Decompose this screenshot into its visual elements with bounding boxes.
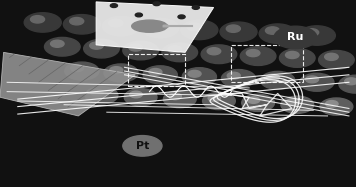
Circle shape — [247, 97, 260, 103]
Circle shape — [182, 68, 216, 86]
Circle shape — [70, 65, 84, 72]
Polygon shape — [96, 2, 214, 52]
Circle shape — [103, 16, 140, 36]
Circle shape — [153, 2, 160, 6]
Circle shape — [242, 94, 274, 111]
Circle shape — [129, 44, 142, 51]
Circle shape — [31, 16, 44, 23]
Circle shape — [298, 26, 335, 45]
Circle shape — [148, 21, 162, 29]
Circle shape — [85, 87, 118, 104]
Circle shape — [143, 66, 177, 84]
Circle shape — [181, 20, 218, 40]
Circle shape — [220, 22, 257, 42]
Circle shape — [123, 136, 162, 156]
Circle shape — [84, 39, 119, 58]
Circle shape — [266, 27, 279, 34]
Circle shape — [65, 62, 99, 80]
Circle shape — [339, 75, 356, 93]
Circle shape — [91, 89, 103, 96]
Circle shape — [305, 29, 319, 36]
Circle shape — [24, 13, 61, 32]
Circle shape — [124, 89, 157, 106]
Circle shape — [201, 45, 237, 64]
Circle shape — [287, 99, 299, 105]
Circle shape — [135, 13, 142, 17]
Circle shape — [279, 49, 315, 67]
Circle shape — [178, 15, 185, 19]
Circle shape — [240, 47, 276, 65]
Circle shape — [281, 96, 314, 113]
Circle shape — [207, 48, 221, 55]
Circle shape — [192, 6, 199, 9]
Circle shape — [300, 73, 334, 91]
Circle shape — [345, 78, 356, 85]
Text: Ru: Ru — [287, 32, 304, 42]
Circle shape — [261, 71, 295, 89]
Circle shape — [188, 70, 201, 77]
Circle shape — [110, 67, 123, 73]
Circle shape — [226, 25, 240, 32]
Circle shape — [162, 43, 198, 62]
Circle shape — [187, 23, 201, 30]
Circle shape — [319, 50, 354, 69]
Circle shape — [51, 40, 64, 47]
Circle shape — [320, 98, 353, 115]
Circle shape — [274, 26, 317, 49]
Circle shape — [104, 64, 138, 82]
Bar — [231, 45, 303, 82]
Circle shape — [208, 95, 221, 102]
Ellipse shape — [132, 20, 167, 32]
Circle shape — [168, 46, 182, 53]
Circle shape — [163, 25, 168, 28]
Circle shape — [44, 37, 80, 56]
Circle shape — [109, 19, 123, 27]
Circle shape — [90, 42, 103, 49]
Circle shape — [110, 4, 117, 7]
Circle shape — [227, 72, 240, 79]
Circle shape — [286, 51, 299, 59]
Circle shape — [142, 18, 179, 38]
Circle shape — [123, 41, 158, 60]
Polygon shape — [0, 52, 135, 116]
Circle shape — [305, 76, 319, 83]
Circle shape — [70, 18, 84, 25]
Text: Pt: Pt — [136, 141, 149, 151]
Circle shape — [325, 53, 338, 60]
Circle shape — [169, 93, 182, 100]
Circle shape — [259, 24, 296, 43]
Circle shape — [326, 101, 338, 107]
Circle shape — [203, 92, 235, 110]
Circle shape — [130, 91, 142, 98]
Circle shape — [221, 70, 256, 88]
Circle shape — [63, 15, 100, 34]
Circle shape — [246, 50, 260, 57]
Circle shape — [266, 74, 279, 81]
Bar — [128, 54, 185, 86]
Circle shape — [163, 91, 196, 108]
Circle shape — [149, 68, 162, 75]
